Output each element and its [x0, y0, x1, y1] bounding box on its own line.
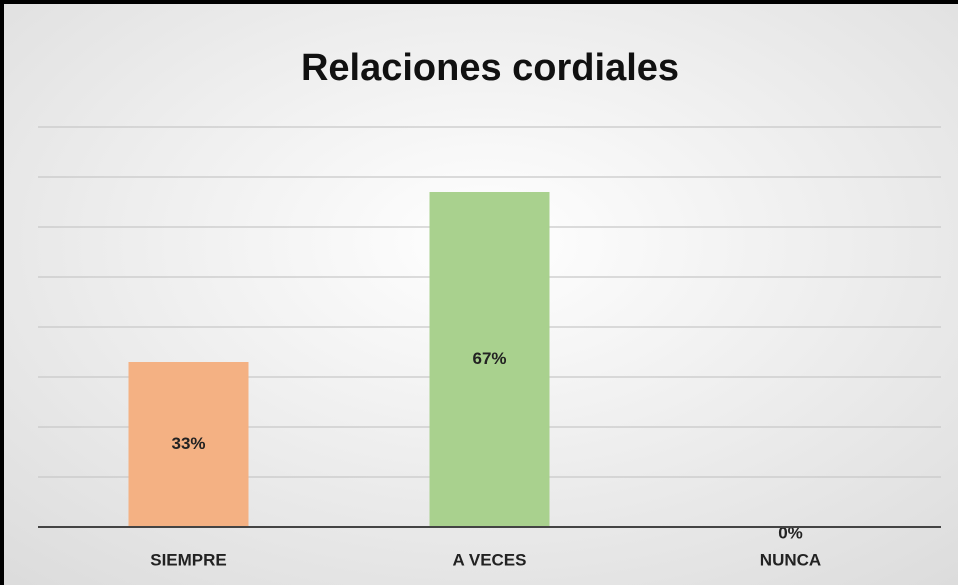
chart-title: Relaciones cordiales	[301, 47, 679, 89]
bar	[128, 362, 249, 527]
x-tick-label: NUNCA	[760, 550, 821, 569]
data-label: 33%	[171, 434, 205, 453]
bar	[429, 192, 550, 527]
x-tick-label: A VECES	[452, 550, 526, 569]
data-label: 67%	[472, 349, 506, 368]
data-label: 0%	[778, 523, 803, 542]
x-tick-label: SIEMPRE	[150, 550, 227, 569]
